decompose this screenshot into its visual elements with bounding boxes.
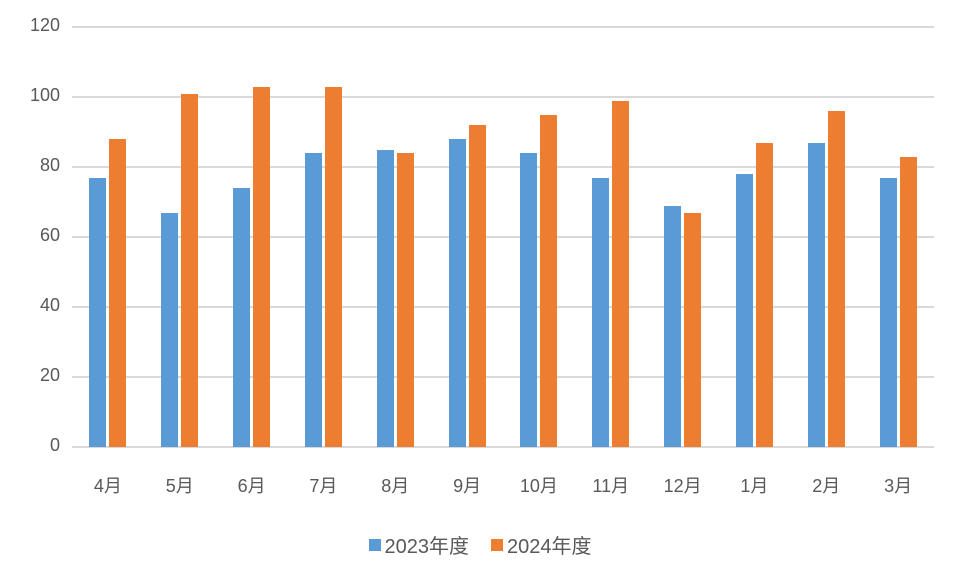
bar-2023年度 — [376, 149, 394, 447]
x-tick-label: 2月 — [812, 476, 841, 496]
x-tick-label: 10月 — [519, 476, 558, 496]
x-tick-label: 3月 — [884, 476, 913, 496]
gridline — [72, 446, 934, 448]
gridline — [72, 376, 934, 378]
gridline — [72, 96, 934, 98]
bar-2023年度 — [807, 142, 825, 447]
legend-item-2024: 2024年度 — [491, 530, 592, 559]
bar-2023年度 — [735, 174, 753, 447]
x-tick-label: 8月 — [381, 476, 410, 496]
bar-2024年度 — [253, 86, 271, 447]
y-tick-label: 60 — [39, 225, 60, 245]
gridline — [72, 306, 934, 308]
bar-2024年度 — [109, 139, 127, 447]
gridline — [72, 236, 934, 238]
bar-2023年度 — [304, 153, 322, 447]
bar-2023年度 — [879, 177, 897, 447]
bar-2024年度 — [324, 86, 342, 447]
bar-2023年度 — [520, 153, 538, 447]
legend-label: 2023年度 — [384, 536, 470, 558]
bar-2024年度 — [755, 142, 773, 447]
bar-2024年度 — [827, 111, 845, 447]
bar-2023年度 — [664, 205, 682, 447]
x-tick-label: 11月 — [592, 476, 630, 496]
gridline — [72, 166, 934, 168]
bar-2024年度 — [899, 156, 917, 447]
y-tick-label: 100 — [29, 85, 60, 105]
bar-2024年度 — [684, 212, 702, 447]
y-tick-label: 80 — [39, 155, 60, 175]
legend-label: 2024年度 — [507, 536, 592, 558]
y-tick-label: 0 — [49, 435, 60, 455]
bar-2024年度 — [181, 93, 199, 447]
x-tick-label: 4月 — [93, 476, 122, 496]
x-tick-label: 1月 — [740, 476, 769, 496]
legend-item-2023: 2023年度 — [368, 530, 470, 559]
bar-2023年度 — [592, 177, 610, 447]
x-tick-label: 7月 — [309, 476, 338, 496]
x-tick-label: 5月 — [165, 476, 194, 496]
bar-2023年度 — [89, 177, 107, 447]
legend-swatch-icon — [368, 538, 381, 551]
bar-2024年度 — [396, 153, 414, 447]
y-tick-label: 20 — [39, 365, 60, 385]
x-tick-label: 9月 — [453, 476, 482, 496]
bar-2023年度 — [161, 212, 179, 447]
gridline — [72, 26, 934, 28]
bar-2024年度 — [540, 114, 558, 447]
bar-2024年度 — [612, 100, 630, 447]
y-tick-label: 120 — [29, 15, 60, 35]
x-tick-label: 6月 — [237, 476, 266, 496]
legend: 2023年度 2024年度 — [0, 530, 960, 559]
x-tick-label: 12月 — [663, 476, 702, 496]
bar-2024年度 — [468, 125, 486, 447]
y-tick-label: 40 — [39, 295, 60, 315]
legend-swatch-icon — [491, 538, 503, 551]
bar-2023年度 — [233, 188, 251, 447]
bar-2023年度 — [448, 139, 466, 447]
